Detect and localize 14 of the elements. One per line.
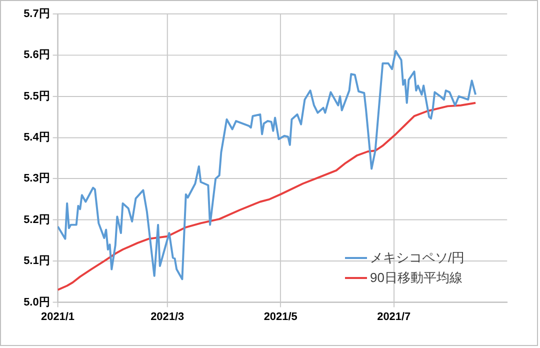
y-tick-label: 5.7円 [24, 8, 50, 20]
y-tick-label: 5.3円 [24, 172, 50, 185]
legend-label: 90日移動平均線 [370, 269, 462, 287]
x-tick-label: 2021/7 [377, 310, 411, 323]
x-tick-label: 2021/1 [41, 310, 75, 323]
x-tick-label: 2021/5 [264, 310, 298, 323]
x-tick-label: 2021/3 [150, 310, 184, 323]
legend-label: メキシコペソ/円 [370, 249, 465, 267]
y-tick-label: 5.6円 [24, 49, 50, 62]
y-tick-label: 5.2円 [24, 214, 50, 226]
y-tick-label: 5.4円 [24, 132, 50, 144]
y-tick-label: 5.5円 [24, 90, 50, 102]
y-tick-label: 5.1円 [24, 255, 50, 268]
y-tick-label: 5.0円 [24, 296, 50, 308]
